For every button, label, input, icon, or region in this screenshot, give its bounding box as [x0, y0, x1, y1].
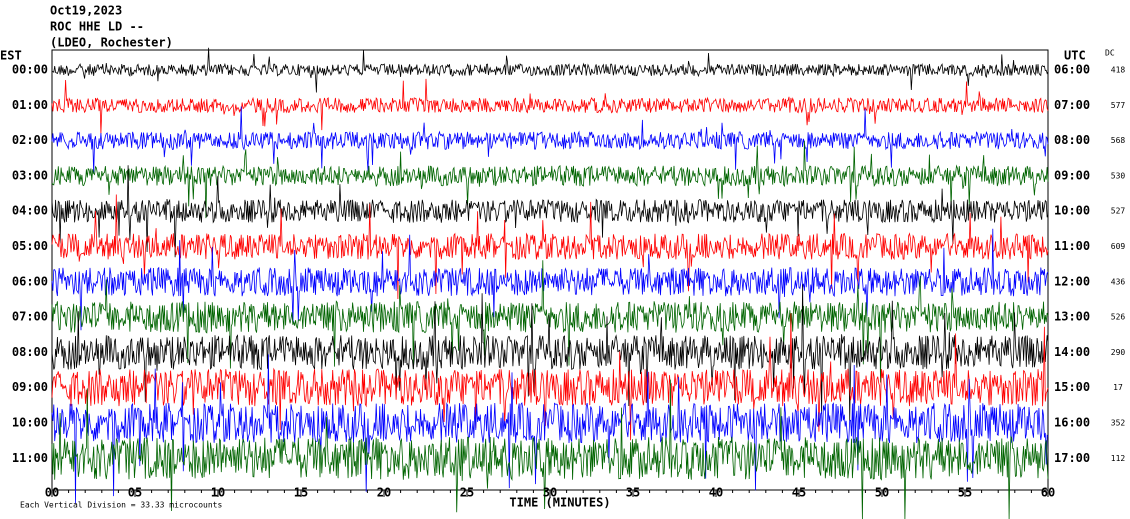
utc-label: 13:00 [1054, 310, 1090, 324]
x-tick-label: 50 [875, 486, 889, 500]
est-label: 10:00 [12, 416, 48, 430]
trace [51, 284, 1049, 421]
x-tick-label: 45 [792, 486, 806, 500]
x-tick-label: 35 [626, 486, 640, 500]
station: ROC HHE LD -- [50, 20, 144, 34]
utc-label: 11:00 [1054, 239, 1090, 253]
utc-label: 14:00 [1054, 345, 1090, 359]
utc-label: 07:00 [1054, 98, 1090, 112]
trace [51, 106, 1049, 174]
left-axis-label: EST [0, 49, 22, 63]
est-label: 02:00 [12, 133, 48, 147]
utc-label: 12:00 [1054, 274, 1090, 288]
date: Oct19,2023 [50, 4, 122, 18]
dc-value: 609 [1111, 242, 1126, 251]
dc-value: 352 [1111, 419, 1126, 428]
utc-label: 06:00 [1054, 63, 1090, 77]
dc-value: 436 [1111, 277, 1126, 286]
x-tick-label: 15 [294, 486, 308, 500]
est-label: 04:00 [12, 204, 48, 218]
x-axis-label: TIME (MINUTES) [509, 496, 610, 510]
trace [51, 354, 1049, 504]
est-label: 07:00 [12, 310, 48, 324]
trace [51, 228, 1049, 331]
traces [51, 47, 1049, 519]
est-label: 00:00 [12, 63, 48, 77]
footnote: Each Vertical Division = 33.33 microcoun… [20, 501, 222, 510]
dc-value: 290 [1111, 348, 1126, 357]
est-label: 08:00 [12, 345, 48, 359]
trace [51, 47, 1049, 93]
est-label: 11:00 [12, 451, 48, 465]
x-tick-label: 40 [709, 486, 723, 500]
est-label: 01:00 [12, 98, 48, 112]
est-label: 09:00 [12, 380, 48, 394]
est-label: 05:00 [12, 239, 48, 253]
utc-label: 10:00 [1054, 204, 1090, 218]
x-tick-label: 00 [45, 486, 59, 500]
right-axis-label: UTC [1064, 49, 1086, 63]
utc-label: 09:00 [1054, 168, 1090, 182]
dc-value: 17 [1113, 383, 1123, 392]
x-tick-label: 05 [128, 486, 142, 500]
trace [51, 313, 1049, 441]
trace [51, 260, 1049, 383]
utc-label: 08:00 [1054, 133, 1090, 147]
x-tick-label: 55 [958, 486, 972, 500]
utc-label: 16:00 [1054, 416, 1090, 430]
utc-label: 15:00 [1054, 380, 1090, 394]
trace [51, 194, 1049, 300]
trace [51, 379, 1049, 519]
dc-value: 112 [1111, 454, 1126, 463]
x-tick-label: 20 [377, 486, 391, 500]
dc-label: DC [1105, 49, 1115, 58]
x-tick-label: 10 [211, 486, 225, 500]
trace [51, 78, 1049, 135]
network: (LDEO, Rochester) [50, 36, 173, 50]
dc-value: 527 [1111, 207, 1126, 216]
x-tick-label: 30 [543, 486, 557, 500]
trace [51, 140, 1049, 219]
dc-value: 577 [1111, 101, 1126, 110]
trace [51, 165, 1049, 258]
dc-value: 418 [1111, 66, 1126, 75]
x-tick-label: 60 [1041, 486, 1055, 500]
dc-value: 568 [1111, 136, 1126, 145]
utc-label: 17:00 [1054, 451, 1090, 465]
dc-value: 526 [1111, 313, 1126, 322]
dc-value: 530 [1111, 171, 1126, 180]
x-tick-label: 25 [460, 486, 474, 500]
est-label: 06:00 [12, 274, 48, 288]
est-label: 03:00 [12, 168, 48, 182]
